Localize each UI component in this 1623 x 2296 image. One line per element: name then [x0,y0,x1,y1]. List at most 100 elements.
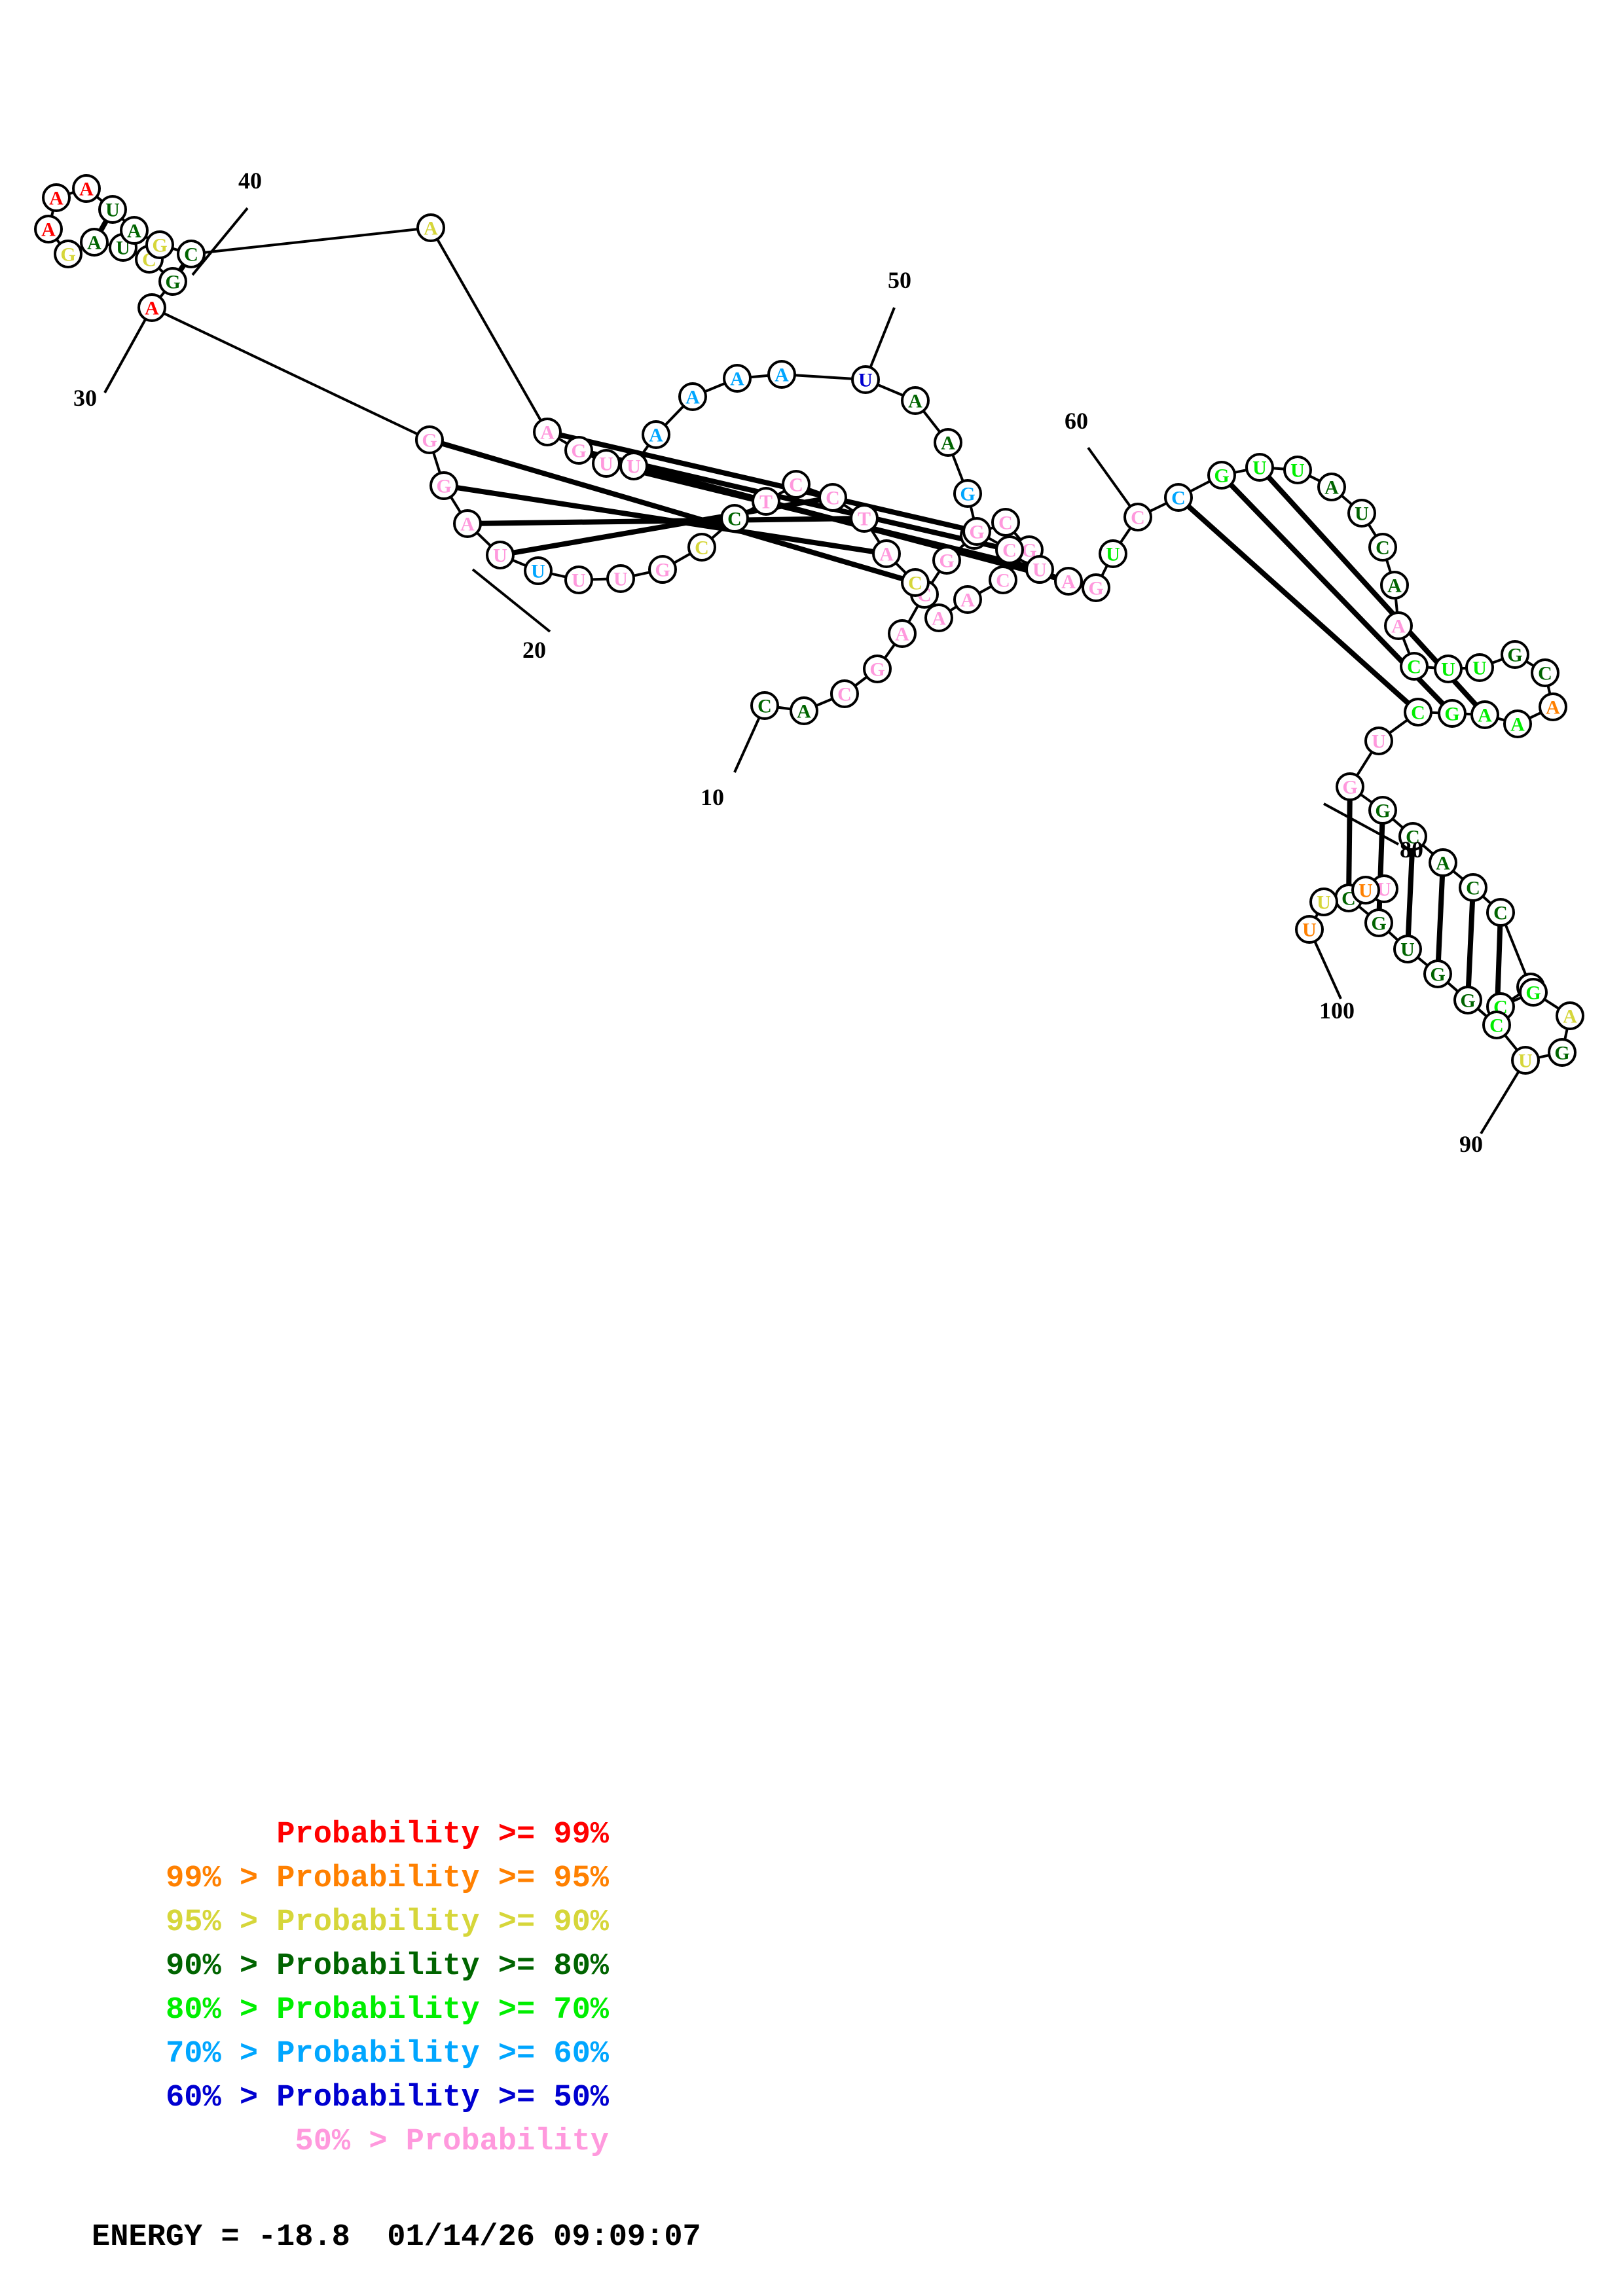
nucleotide-86: A [1429,848,1457,877]
base-pair-bond [559,432,965,531]
nucleotide-letter: A [941,433,955,454]
nucleotide-letter: G [152,235,167,257]
nucleotide-76: C [1531,658,1559,687]
backbone-segment [1394,598,1399,613]
backbone-segment [1476,1007,1488,1018]
nucleotide-circle [1501,640,1529,669]
nucleotide-96: G [1453,986,1482,1014]
nucleotide-letter: C [695,537,709,559]
nucleotide-68: U [1347,499,1376,528]
backbone-segment [1525,660,1535,668]
nucleotide-letter: C [1411,702,1425,724]
nucleotide-88: C [1486,898,1515,927]
nucleotide-circle [1519,978,1548,1007]
nucleotide-circle [648,555,677,584]
nucleotide-letter: C [1002,540,1017,562]
nucleotide-27: A [453,509,482,538]
nucleotide-65: U [1245,453,1274,482]
nucleotide-42: C [177,240,206,268]
nucleotide-62: C [1123,503,1152,531]
nucleotide-circle [1404,698,1432,726]
nucleotide-circle [995,535,1024,564]
legend-row-70: 80% > Probability >= 70% [166,1993,609,2028]
nucleotide-63: C [1164,483,1193,512]
nucleotide-letter: G [1430,964,1445,986]
backbone-segment [664,404,685,427]
nucleotide-letter: U [627,456,641,478]
position-label-20: 20 [522,637,546,663]
backbone-segment [1446,981,1459,993]
position-leader-lines [103,207,1527,1135]
backbone-segment [511,558,527,567]
nucleotide-letter: C [1493,903,1508,924]
nucleotide-letter: A [49,188,64,209]
nucleotide-2: A [790,696,818,725]
nucleotide-letter: U [116,238,130,259]
nucleotide-103: U [1309,888,1338,916]
backbone-segment [1013,531,1022,541]
nucleotide-circle [1336,772,1364,801]
nucleotide-letter: U [531,561,545,583]
nucleotide-letter: A [1436,853,1450,874]
nucleotide-4: G [863,655,892,683]
nucleotide-letter: C [1538,663,1552,685]
nucleotide-circle [1164,483,1193,512]
legend-row-95: 99% > Probability >= 95% [166,1861,609,1896]
nucleotide-letter: C [1171,488,1186,509]
backbone-segment [633,571,650,577]
backbone-segment [930,570,941,584]
nucleotide-circle [687,533,716,562]
position-number-labels: 10 20 30 40 50 60 80 90 100 [73,168,1483,1157]
nucleotide-circle [752,487,780,516]
nucleotide-circle [1465,653,1494,682]
nucleotide-circle [953,585,982,614]
nucleotide-circle [592,449,621,478]
nucleotide-circle [1368,533,1397,562]
nucleotide-circle [80,228,109,257]
nucleotide-letter: C [837,684,852,706]
nucleotide-letter: A [1387,575,1402,597]
legend-row-below50: 50% > Probability [295,2125,609,2159]
nucleotide-letter: A [424,218,438,240]
backbone-segment [1512,996,1522,1003]
backbone-segment [777,706,792,711]
nucleotide-letter: C [1131,507,1145,529]
backbone-segment [907,605,919,623]
nucleotide-circle [1548,1038,1577,1067]
nucleotide-circle [564,436,593,465]
nucleotide-letter: G [436,476,451,497]
nucleotide-letter: G [1444,704,1459,725]
nucleotide-letter: C [1407,656,1421,678]
backbone-segment [1385,559,1392,573]
nucleotide-98: U [1393,935,1422,963]
nucleotide-letter: A [797,701,811,723]
backbone-segment [854,675,868,687]
backbone-segment [449,495,462,514]
nucleotide-92: A [1556,1001,1584,1030]
nucleotide-letter: G [165,272,180,293]
nucleotide-circle [145,230,174,259]
nucleotide-letter: G [1088,578,1103,600]
nucleotide-circle [564,565,593,594]
nucleotide-letter: C [727,509,742,530]
backbone-segment [476,531,492,547]
nucleotide-letter: A [1478,705,1492,726]
nucleotide-letter: G [1554,1043,1569,1064]
nucleotide-37: A [42,183,71,212]
backbone-segment [1234,469,1247,474]
position-label-80: 80 [1400,836,1423,863]
backbone-segment [1101,564,1108,577]
nucleotide-17: C [818,483,847,512]
nucleotide-85: C [1398,822,1427,851]
base-pair-lines [98,219,1503,1013]
nucleotide-circle [953,479,982,508]
nucleotide-letter: C [757,696,772,717]
position-label-10: 10 [701,784,724,810]
nucleotide-letter: U [1441,659,1455,681]
base-pair-bond [480,516,852,526]
nucleotide-letter: A [908,391,922,412]
nucleotide-56: G [962,517,991,546]
position-leader-30 [103,307,153,393]
backbone-segment [432,452,441,474]
nucleotide-letter: G [1375,800,1390,822]
